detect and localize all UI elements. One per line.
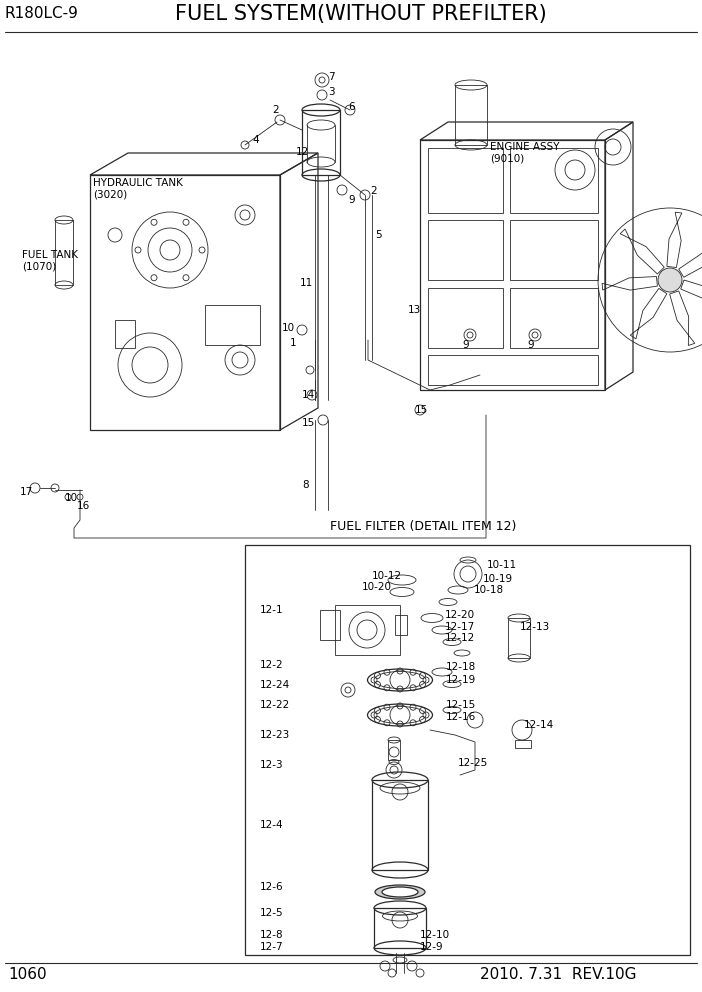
Text: 12-5: 12-5 xyxy=(260,908,284,918)
Bar xyxy=(115,320,135,348)
Text: 12-17: 12-17 xyxy=(445,622,475,632)
Text: 9: 9 xyxy=(527,340,534,350)
Text: 9: 9 xyxy=(348,195,355,205)
Text: 12-25: 12-25 xyxy=(458,758,489,768)
Text: 10-18: 10-18 xyxy=(474,585,504,595)
Text: 17: 17 xyxy=(20,487,33,497)
Text: FUEL FILTER (DETAIL ITEM 12): FUEL FILTER (DETAIL ITEM 12) xyxy=(330,520,517,533)
Bar xyxy=(510,148,598,213)
Text: 12: 12 xyxy=(296,147,310,157)
Text: 14: 14 xyxy=(302,390,315,400)
Bar xyxy=(395,615,407,635)
Text: R180LC-9: R180LC-9 xyxy=(5,6,79,21)
Bar xyxy=(515,740,531,748)
Bar xyxy=(335,605,400,655)
Text: 12-8: 12-8 xyxy=(260,930,284,940)
Text: HYDRAULIC TANK
(3020): HYDRAULIC TANK (3020) xyxy=(93,178,183,199)
Text: 10-12: 10-12 xyxy=(372,571,402,581)
Text: 12-9: 12-9 xyxy=(420,942,444,952)
Text: 12-13: 12-13 xyxy=(520,622,550,632)
Bar xyxy=(372,780,428,870)
Bar xyxy=(374,908,426,948)
Text: 12-18: 12-18 xyxy=(446,662,476,672)
Text: 7: 7 xyxy=(328,72,335,82)
Bar xyxy=(388,740,400,760)
Bar xyxy=(55,220,73,285)
Bar xyxy=(320,610,340,640)
Text: 9: 9 xyxy=(462,340,469,350)
Text: ENGINE ASSY
(9010): ENGINE ASSY (9010) xyxy=(490,142,559,164)
Ellipse shape xyxy=(375,885,425,899)
Text: 4: 4 xyxy=(252,135,258,145)
Bar xyxy=(245,545,690,955)
Text: 11: 11 xyxy=(300,278,313,288)
Text: 12-12: 12-12 xyxy=(445,633,475,643)
Text: 12-2: 12-2 xyxy=(260,660,284,670)
Text: 12-23: 12-23 xyxy=(260,730,290,740)
Text: 13: 13 xyxy=(408,305,421,315)
Bar xyxy=(428,355,598,385)
Text: 15: 15 xyxy=(302,418,315,428)
Text: 1: 1 xyxy=(290,338,297,348)
Text: 12-19: 12-19 xyxy=(446,675,476,685)
Text: 10-11: 10-11 xyxy=(487,560,517,570)
Text: 2010. 7.31  REV.10G: 2010. 7.31 REV.10G xyxy=(480,967,637,982)
Bar xyxy=(428,148,503,213)
Text: 12-16: 12-16 xyxy=(446,712,476,722)
Circle shape xyxy=(658,268,682,292)
Text: 2: 2 xyxy=(272,105,279,115)
Ellipse shape xyxy=(382,887,418,897)
Text: 12-15: 12-15 xyxy=(446,700,476,710)
Bar xyxy=(510,288,598,348)
Text: 1060: 1060 xyxy=(8,967,46,982)
Text: FUEL SYSTEM(WITHOUT PREFILTER): FUEL SYSTEM(WITHOUT PREFILTER) xyxy=(175,4,547,24)
Bar xyxy=(510,220,598,280)
Text: 12-4: 12-4 xyxy=(260,820,284,830)
Text: 8: 8 xyxy=(302,480,309,490)
Bar xyxy=(90,175,280,430)
Text: 10-20: 10-20 xyxy=(362,582,392,592)
Bar xyxy=(455,85,487,145)
Text: 10: 10 xyxy=(282,323,295,333)
Text: 12-14: 12-14 xyxy=(524,720,555,730)
Bar xyxy=(508,618,530,658)
Bar xyxy=(420,140,605,390)
Text: 12-7: 12-7 xyxy=(260,942,284,952)
Text: 2: 2 xyxy=(370,186,377,196)
Text: 12-10: 12-10 xyxy=(420,930,450,940)
Text: FUEL TANK
(1070): FUEL TANK (1070) xyxy=(22,250,78,272)
Text: 3: 3 xyxy=(328,87,335,97)
Bar xyxy=(428,288,503,348)
Text: 12-3: 12-3 xyxy=(260,760,284,770)
Bar xyxy=(428,220,503,280)
Text: 10: 10 xyxy=(65,493,78,503)
Text: 5: 5 xyxy=(375,230,382,240)
Text: 12-1: 12-1 xyxy=(260,605,284,615)
Text: 16: 16 xyxy=(77,501,91,511)
Bar xyxy=(205,305,260,345)
Text: 6: 6 xyxy=(348,102,355,112)
Bar xyxy=(302,110,340,175)
Text: 12-22: 12-22 xyxy=(260,700,290,710)
Text: 10-19: 10-19 xyxy=(483,574,513,584)
Text: 15: 15 xyxy=(415,405,428,415)
Text: 12-24: 12-24 xyxy=(260,680,290,690)
Text: 12-20: 12-20 xyxy=(445,610,475,620)
Text: 12-6: 12-6 xyxy=(260,882,284,892)
